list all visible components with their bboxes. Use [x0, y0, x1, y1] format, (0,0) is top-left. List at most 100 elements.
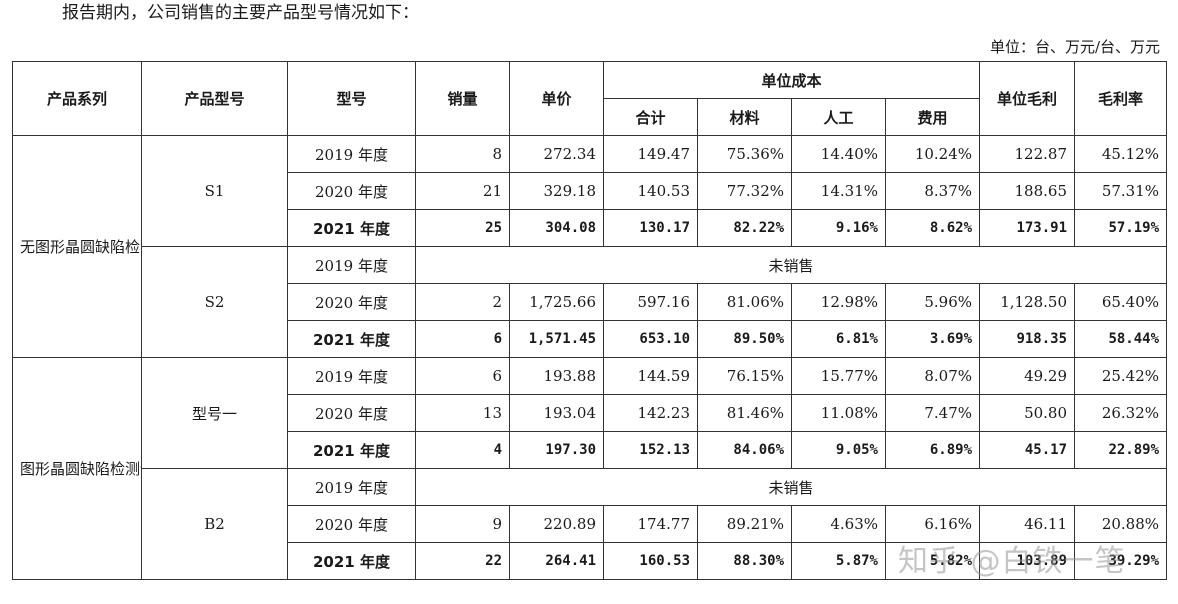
- cell-cost-material: 76.15%: [697, 357, 792, 395]
- table-row: 2021 年度 4 197.30 152.13 84.06% 9.05% 6.89% 45.1…: [13, 431, 1168, 469]
- cell-cost-material: 81.46%: [697, 394, 792, 432]
- cell-sales: 25: [415, 209, 510, 247]
- table-row: 2021 年度 25 304.08 130.17 82.22% 9.16% 8.62% 173…: [13, 209, 1168, 247]
- cell-gross-margin: 26.32%: [1074, 394, 1168, 432]
- cell-cost-labor: 15.77%: [791, 357, 886, 395]
- cell-cost-labor: 11.08%: [791, 394, 886, 432]
- cell-cost-labor: 12.98%: [791, 283, 886, 321]
- cell-unit-gross-profit: 46.11: [979, 505, 1076, 543]
- year-cell: 2021 年度: [287, 320, 416, 358]
- cell-cost-labor: 6.81%: [791, 320, 886, 358]
- cell-gross-margin: 57.19%: [1074, 209, 1168, 247]
- cell-cost-total: 653.10: [603, 320, 698, 358]
- cell-price: 193.88: [509, 357, 604, 395]
- cell-cost-total: 149.47: [603, 135, 698, 173]
- cell-cost-expense: 8.37%: [884, 172, 981, 210]
- product-model-table: 产品系列 产品型号 型号 销量 单价 单位成本 单位毛利 毛利率 合计 材料 人…: [12, 61, 1168, 580]
- cell-gross-margin: 58.44%: [1074, 320, 1168, 358]
- cell-cost-total: 152.13: [603, 431, 698, 469]
- cell-cost-expense: 5.82%: [884, 542, 981, 580]
- cell-cost-expense: 8.07%: [884, 357, 981, 395]
- header-cost-material: 材料: [697, 98, 792, 136]
- cell-cost-total: 144.59: [603, 357, 698, 395]
- cell-gross-margin: 22.89%: [1074, 431, 1168, 469]
- cell-gross-margin: 39.29%: [1074, 542, 1168, 580]
- cell-cost-total: 130.17: [603, 209, 698, 247]
- header-unit-cost: 单位成本: [602, 61, 981, 99]
- intro-text: 报告期内，公司销售的主要产品型号情况如下：: [62, 3, 419, 23]
- cell-sales: 13: [415, 394, 510, 432]
- cell-cost-material: 82.22%: [697, 209, 792, 247]
- header-price: 单价: [509, 61, 604, 136]
- cell-cost-expense: 6.89%: [884, 431, 981, 469]
- header-type: 型号: [287, 61, 416, 136]
- table-body: 无图形晶圆缺陷检测设备S12019 年度8272.34149.4775.36%1…: [12, 135, 1168, 580]
- cell-gross-margin: 25.42%: [1074, 357, 1168, 395]
- cell-sales: 6: [415, 320, 510, 358]
- cell-gross-margin: 65.40%: [1074, 283, 1168, 321]
- cell-cost-total: 142.23: [603, 394, 698, 432]
- table-row: S2 2019 年度 未销售: [13, 246, 1168, 358]
- cell-unit-gross-profit: 49.29: [979, 357, 1076, 395]
- cell-unit-gross-profit: 173.91: [979, 209, 1076, 247]
- table-row: 2021 年度 6 1,571.45 653.10 89.50% 6.81% 3.69% 91…: [13, 320, 1168, 358]
- cell-gross-margin: 20.88%: [1074, 505, 1168, 543]
- model-cell: B2: [141, 468, 288, 580]
- cell-cost-labor: 9.05%: [791, 431, 886, 469]
- cell-cost-labor: 4.63%: [791, 505, 886, 543]
- header-cost-total: 合计: [603, 98, 698, 136]
- cell-cost-total: 140.53: [603, 172, 698, 210]
- cell-cost-expense: 6.16%: [884, 505, 981, 543]
- table-row: 图形晶圆缺陷检测设备型号一2019 年度6193.88144.5976.15%1…: [12, 357, 1168, 580]
- cell-price: 329.18: [509, 172, 604, 210]
- cell-cost-labor: 5.87%: [791, 542, 886, 580]
- table-row: 2020 年度 13 193.04 142.23 81.46% 11.08% 7.47% 50…: [13, 394, 1168, 432]
- cell-cost-material: 77.32%: [697, 172, 792, 210]
- cell-price: 220.89: [509, 505, 604, 543]
- unit-note: 单位：台、万元/台、万元: [989, 38, 1160, 56]
- cell-price: 193.04: [509, 394, 604, 432]
- cell-price: 1,571.45: [509, 320, 604, 358]
- cell-cost-material: 89.21%: [697, 505, 792, 543]
- cell-cost-expense: 8.62%: [884, 209, 981, 247]
- table-row: 2021 年度 22 264.41 160.53 88.30% 5.87% 5.82% 103…: [13, 542, 1168, 580]
- model-cell: S2: [141, 246, 288, 358]
- cell-unit-gross-profit: 1,128.50: [979, 283, 1076, 321]
- cell-price: 197.30: [509, 431, 604, 469]
- cell-unit-gross-profit: 188.65: [979, 172, 1076, 210]
- cell-cost-labor: 14.40%: [791, 135, 886, 173]
- year-cell: 2019 年度: [287, 357, 416, 395]
- cell-cost-total: 160.53: [603, 542, 698, 580]
- header-cost-labor: 人工: [791, 98, 886, 136]
- cell-unit-gross-profit: 918.35: [979, 320, 1076, 358]
- cell-unit-gross-profit: 122.87: [979, 135, 1076, 173]
- cell-cost-total: 174.77: [603, 505, 698, 543]
- year-cell: 2021 年度: [287, 431, 416, 469]
- header-series: 产品系列: [12, 61, 142, 136]
- cell-cost-expense: 7.47%: [884, 394, 981, 432]
- table-row: B2 2019 年度 未销售: [13, 468, 1168, 580]
- header-cost-expense: 费用: [884, 98, 981, 136]
- cell-cost-expense: 5.96%: [884, 283, 981, 321]
- series-cell: 图形晶圆缺陷检测设备: [12, 357, 142, 580]
- cell-unit-gross-profit: 103.89: [979, 542, 1076, 580]
- year-cell: 2020 年度: [287, 394, 416, 432]
- cell-gross-margin: 57.31%: [1074, 172, 1168, 210]
- cell-cost-material: 84.06%: [697, 431, 792, 469]
- cell-cost-material: 81.06%: [697, 283, 792, 321]
- cell-price: 264.41: [509, 542, 604, 580]
- header-model: 产品型号: [141, 61, 288, 136]
- header-sales: 销量: [415, 61, 510, 136]
- cell-sales: 6: [415, 357, 510, 395]
- cell-sales: 8: [415, 135, 510, 173]
- header-unit-gross-profit: 单位毛利: [979, 61, 1076, 136]
- cell-price: 304.08: [509, 209, 604, 247]
- unsold-cell: 未销售: [414, 468, 1168, 506]
- cell-sales: 22: [415, 542, 510, 580]
- cell-cost-total: 597.16: [603, 283, 698, 321]
- table-row: 2020 年度 21 329.18 140.53 77.32% 14.31% 8.37% 18…: [13, 172, 1168, 210]
- unsold-cell: 未销售: [414, 246, 1168, 284]
- cell-gross-margin: 45.12%: [1074, 135, 1168, 173]
- cell-cost-labor: 9.16%: [791, 209, 886, 247]
- year-cell: 2019 年度: [287, 246, 416, 284]
